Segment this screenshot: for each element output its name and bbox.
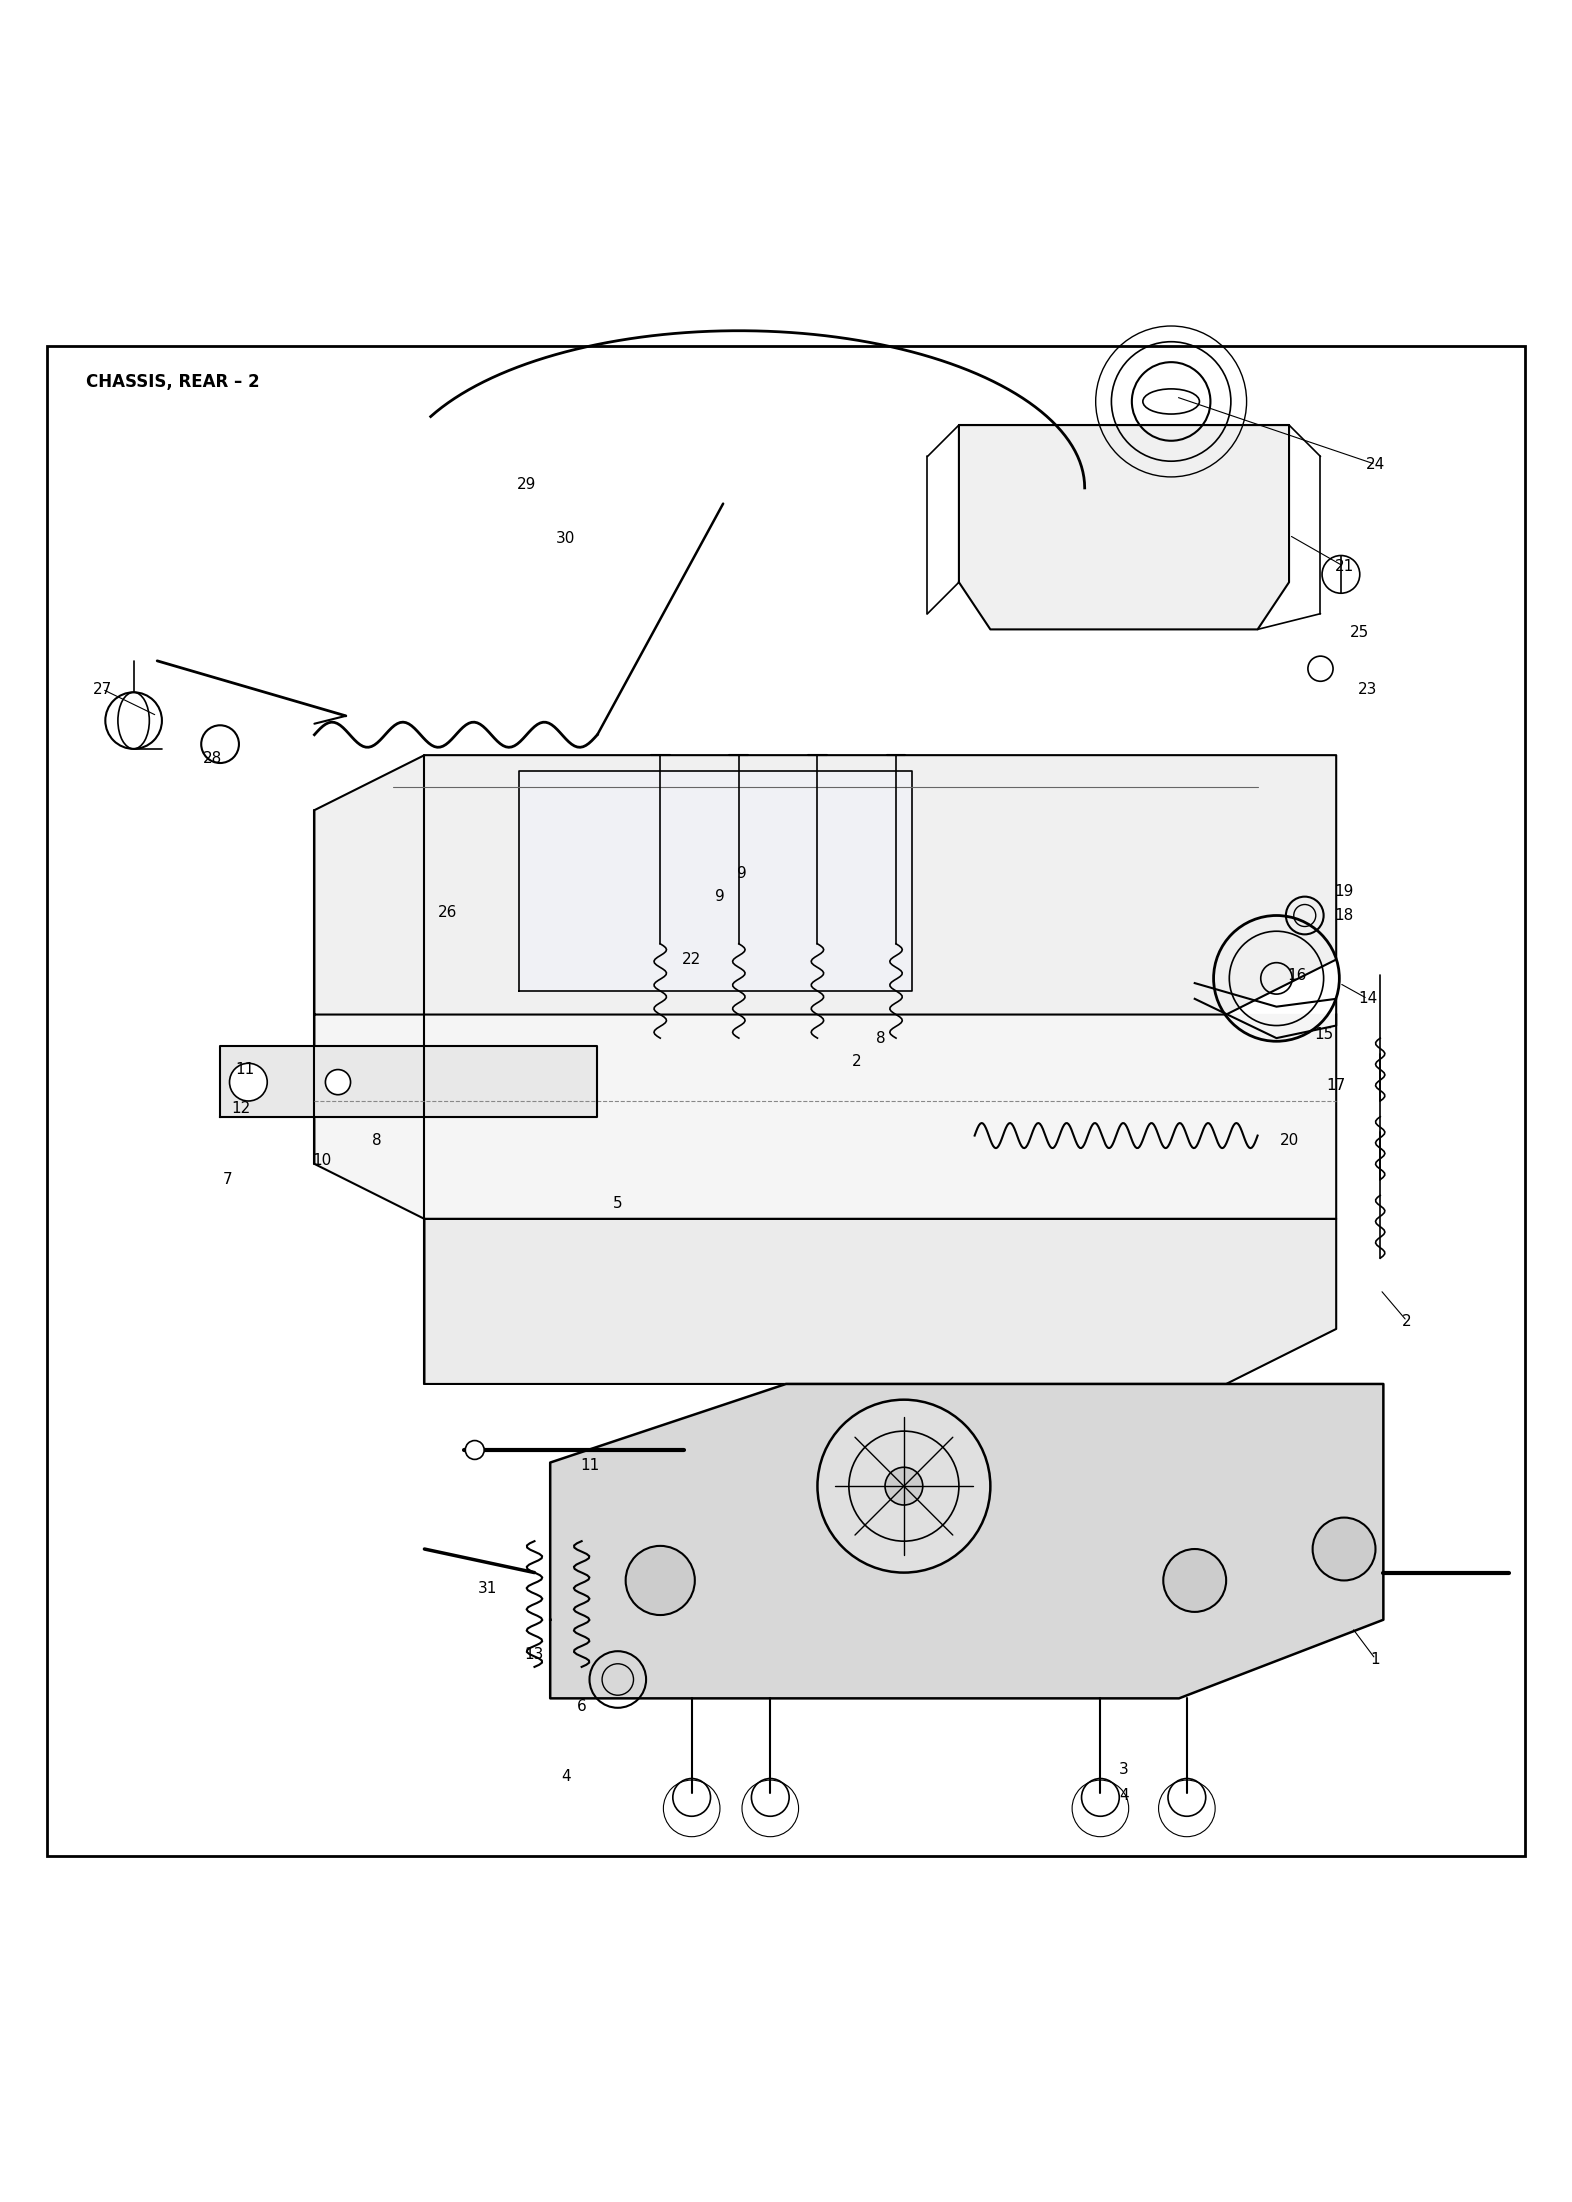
Text: 10: 10 (313, 1154, 332, 1169)
Text: 12: 12 (231, 1101, 250, 1116)
Text: 15: 15 (1314, 1028, 1333, 1042)
Text: 7: 7 (223, 1171, 233, 1187)
Text: 11: 11 (580, 1458, 599, 1473)
Text: 9: 9 (737, 865, 747, 881)
Text: 22: 22 (682, 951, 701, 967)
Text: 26: 26 (439, 905, 457, 920)
Text: 16: 16 (1287, 967, 1306, 982)
Text: 28: 28 (203, 751, 222, 766)
Text: 9: 9 (715, 890, 725, 905)
Text: 4: 4 (1119, 1788, 1129, 1803)
Text: 8: 8 (373, 1132, 382, 1147)
Polygon shape (314, 1015, 1336, 1220)
Polygon shape (550, 1385, 1383, 1698)
Polygon shape (519, 771, 912, 991)
Text: e2: e2 (329, 989, 552, 1152)
Text: 18: 18 (1335, 907, 1353, 923)
Circle shape (626, 1546, 695, 1614)
Circle shape (885, 1467, 923, 1504)
Text: 30: 30 (556, 531, 575, 546)
Circle shape (465, 1440, 484, 1460)
Text: 17: 17 (1327, 1077, 1346, 1092)
Text: 14: 14 (1358, 991, 1377, 1006)
Text: 1: 1 (1371, 1652, 1380, 1667)
Polygon shape (314, 755, 1336, 1015)
Circle shape (325, 1070, 351, 1094)
Text: 19: 19 (1335, 885, 1353, 898)
Circle shape (1313, 1517, 1376, 1581)
Text: 27: 27 (93, 683, 112, 696)
Text: 4: 4 (561, 1770, 571, 1784)
Text: 31: 31 (478, 1581, 497, 1596)
Text: 23: 23 (1358, 683, 1377, 696)
Text: 29: 29 (517, 478, 536, 493)
Text: 2: 2 (1402, 1315, 1412, 1328)
Circle shape (1163, 1548, 1226, 1612)
Polygon shape (424, 1220, 1336, 1385)
Polygon shape (220, 1046, 597, 1116)
Text: 11: 11 (236, 1061, 255, 1077)
Text: 8: 8 (876, 1031, 885, 1046)
Text: 20: 20 (1280, 1132, 1298, 1147)
Text: 25: 25 (1350, 625, 1369, 641)
Circle shape (817, 1400, 990, 1572)
Text: 6: 6 (577, 1698, 586, 1713)
Text: 3: 3 (1119, 1762, 1129, 1777)
Text: CHASSIS, REAR – 2: CHASSIS, REAR – 2 (86, 372, 259, 392)
Text: 5: 5 (613, 1196, 623, 1211)
Text: 21: 21 (1335, 559, 1353, 575)
Text: 2: 2 (852, 1055, 861, 1070)
Text: 13: 13 (525, 1647, 544, 1663)
Polygon shape (959, 425, 1289, 630)
Text: 24: 24 (1366, 456, 1385, 471)
Circle shape (230, 1064, 267, 1101)
